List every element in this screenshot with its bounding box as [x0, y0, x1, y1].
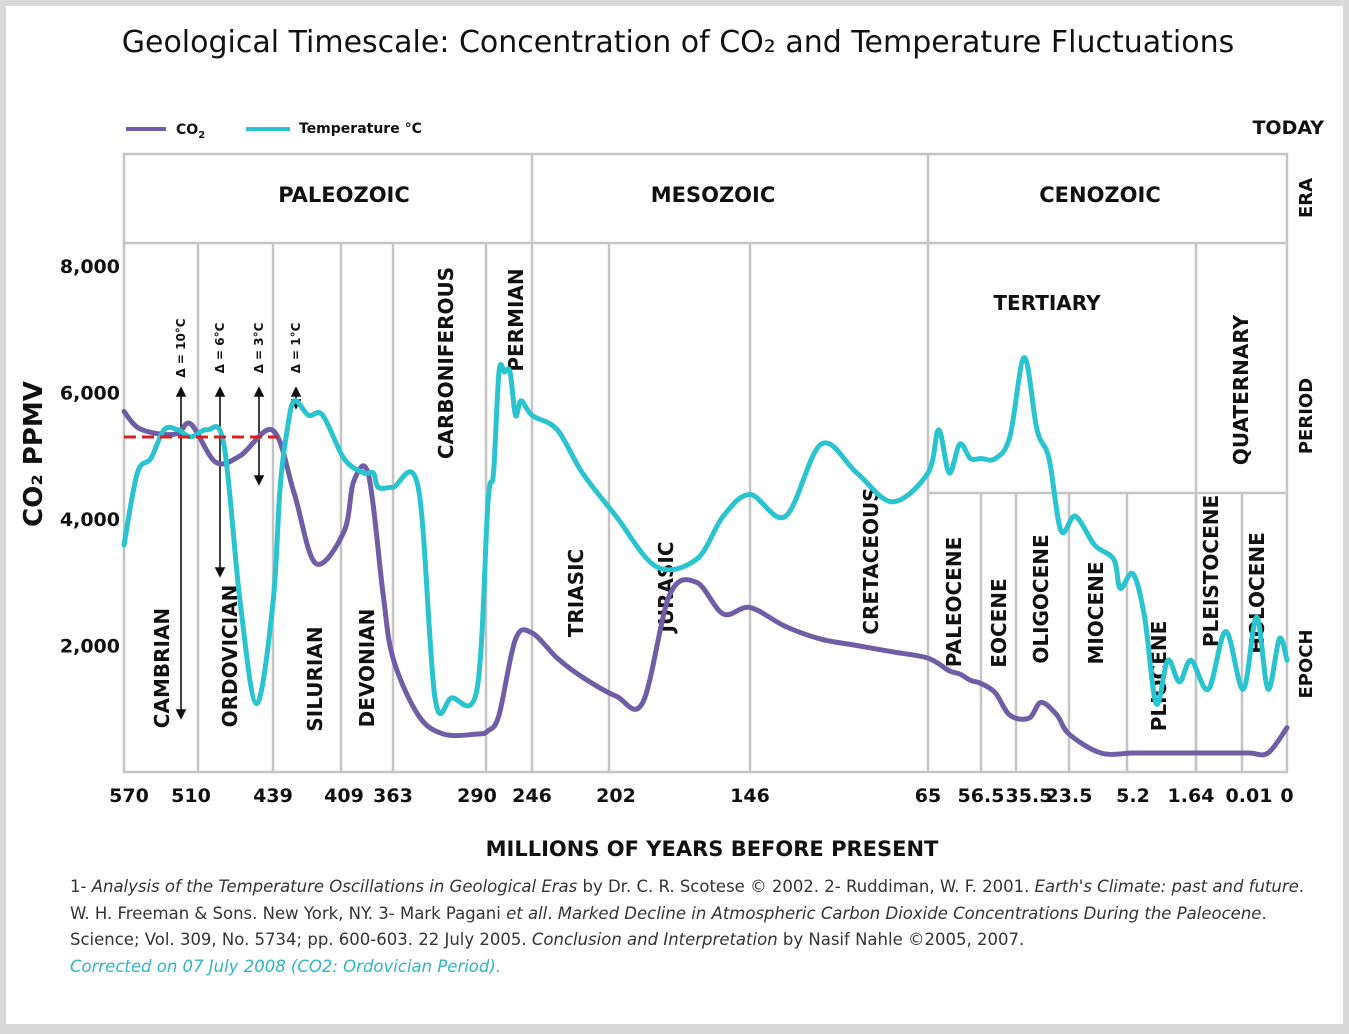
- footnote-correction: Corrected on 07 July 2008 (CO2: Ordovici…: [70, 956, 502, 976]
- footnote-ref-3-publisher: . Science; Vol. 309, No. 5734; pp. 600-6…: [70, 903, 1267, 950]
- chart-frame: [122, 152, 1289, 774]
- footnote-ref-3-dot: .: [547, 903, 558, 923]
- x-tick-label: 56.5: [958, 785, 1005, 807]
- y-tick-label: 2,000: [60, 636, 120, 658]
- temperature-series-line: [121, 355, 1290, 717]
- y-tick-label: 4,000: [60, 509, 120, 531]
- delta-label: Δ = 10°C: [174, 318, 188, 377]
- period-triasic: TRIASIC: [564, 549, 588, 638]
- period-ordovician: ORDOVICIAN: [218, 585, 242, 728]
- delta-arrow-head-down: [175, 709, 187, 720]
- x-tick-label: 409: [324, 785, 364, 807]
- x-tick-label: 570: [109, 785, 149, 807]
- x-tick-label: 202: [596, 785, 636, 807]
- delta-label: Δ = 3°C: [252, 322, 266, 373]
- delta-arrow-head-up: [214, 386, 226, 397]
- co2-series-line: [121, 408, 1290, 758]
- x-tick-label: 439: [253, 785, 293, 807]
- footnote-ref-2-title: Earth's Climate: past and future: [1034, 877, 1299, 896]
- figure-card: Geological Timescale: Concentration of C…: [6, 6, 1343, 1024]
- period-silurian: SILURIAN: [303, 626, 327, 731]
- era-mesozoic: MESOZOIC: [651, 183, 776, 207]
- delta-label: Δ = 6°C: [213, 322, 227, 373]
- x-tick-label: 146: [730, 785, 770, 807]
- chart: Geological Timescale: Concentration of C…: [19, 25, 1324, 861]
- x-tick-label: 0: [1280, 785, 1293, 807]
- chart-title: Geological Timescale: Concentration of C…: [122, 25, 1234, 60]
- x-tick-label: 510: [171, 785, 211, 807]
- y-tick-label: 6,000: [60, 383, 120, 405]
- delta-arrow-head-up: [290, 386, 302, 397]
- row-label-epoch: EPOCH: [1296, 629, 1317, 698]
- footnote-ref-1-author: by Dr. C. R. Scotese © 2002. 2- Ruddiman…: [577, 877, 1035, 896]
- delta-arrow-head-up: [253, 386, 265, 397]
- era-cenozoic: CENOZOIC: [1039, 183, 1161, 207]
- delta-label: Δ = 1°C: [289, 322, 303, 373]
- delta-arrow-head-down: [214, 567, 226, 578]
- x-tick-label: 23.5: [1046, 785, 1093, 807]
- period-cretaceous: CRETACEOUS: [859, 487, 883, 634]
- footnote-ref-2-publisher: . W. H. Freeman & Sons. New York, NY. 3-…: [70, 877, 1305, 923]
- x-tick-label: 246: [512, 785, 552, 807]
- y-tick-label: 8,000: [60, 256, 120, 278]
- footnote-ref-3-etall: et all: [506, 903, 548, 923]
- x-tick-label: 0.01: [1226, 785, 1273, 807]
- legend-co2-label: CO2: [176, 122, 205, 141]
- x-tick-label: 35.5: [1006, 785, 1053, 807]
- x-axis-ticks: 570 510 439 409 363 290 246 202 146 65 56.5 35.523.…: [109, 785, 1293, 807]
- epoch-oligocene: OLIGOCENE: [1029, 534, 1053, 663]
- period-permian: PERMIAN: [504, 268, 528, 371]
- footnote-ref-4-author: by Nasif Nahle ©2005, 2007.: [777, 930, 1025, 949]
- footnote: 1- Analysis of the Temperature Oscillati…: [70, 874, 1310, 980]
- era-paleozoic: PALEOZOIC: [278, 183, 410, 207]
- y-axis-label: CO₂ PPMV: [19, 381, 49, 527]
- period-cambrian: CAMBRIAN: [150, 608, 174, 728]
- period-carboniferous: CARBONIFEROUS: [434, 267, 458, 459]
- x-tick-label: 363: [373, 785, 413, 807]
- x-axis-label: MILLIONS OF YEARS BEFORE PRESENT: [486, 837, 939, 861]
- footnote-ref-1-title: Analysis of the Temperature Oscillations…: [91, 877, 578, 896]
- period-quaternary: QUATERNARY: [1229, 314, 1253, 465]
- x-tick-label: 290: [457, 785, 497, 807]
- epoch-eocene: EOCENE: [987, 578, 1011, 667]
- footnote-ref-4-title: Conclusion and Interpretation: [531, 930, 778, 949]
- epoch-pleistocene: PLEISTOCENE: [1199, 495, 1223, 647]
- period-devonian: DEVONIAN: [355, 609, 379, 728]
- delta-arrow-head-up: [175, 386, 187, 397]
- timescale-grid: [122, 152, 1289, 774]
- row-label-period: PERIOD: [1296, 378, 1317, 454]
- delta-arrow-head-down: [253, 475, 265, 486]
- footnote-ref-3-title: Marked Decline in Atmospheric Carbon Dio…: [557, 903, 1262, 923]
- y-axis-ticks: 8,000 6,000 4,000 2,000: [60, 256, 120, 658]
- legend-temperature-label: Temperature °C: [299, 121, 422, 137]
- row-label-era: ERA: [1296, 178, 1317, 218]
- x-tick-label: 65: [915, 785, 941, 807]
- legend: CO2 Temperature °C: [126, 121, 422, 141]
- delta-annotations: Δ = 10°C Δ = 6°C Δ = 3°C Δ = 1°C: [174, 318, 303, 720]
- epoch-paleocene: PALEOCENE: [942, 537, 966, 667]
- epoch-miocene: MIOCENE: [1084, 561, 1108, 664]
- x-tick-label: 1.64: [1168, 785, 1215, 807]
- today-label: TODAY: [1252, 117, 1324, 139]
- epoch-holocene: HOLOCENE: [1245, 532, 1269, 654]
- period-tertiary: TERTIARY: [993, 291, 1101, 315]
- footnote-ref-1-number: 1-: [70, 877, 92, 896]
- x-tick-label: 5.2: [1116, 785, 1150, 807]
